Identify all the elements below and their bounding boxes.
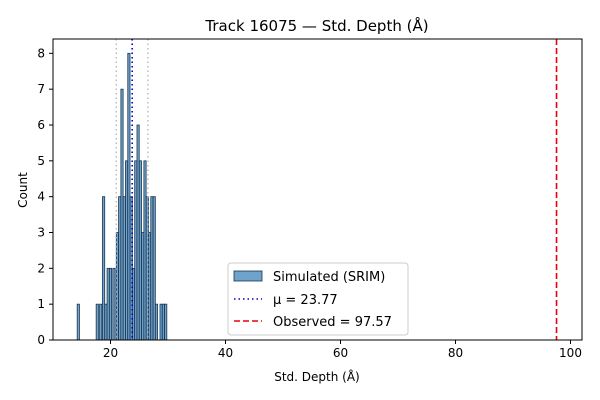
y-tick-label: 2 <box>37 261 45 275</box>
histogram-bar <box>112 267 116 341</box>
plot-area <box>76 39 558 341</box>
y-tick-label: 3 <box>37 226 45 240</box>
legend: Simulated (SRIM) μ = 23.77 Observed = 97… <box>227 262 409 336</box>
x-tick-label: 60 <box>333 346 348 360</box>
histogram-bar <box>164 303 168 341</box>
y-tick-label: 1 <box>37 297 45 311</box>
histogram-bar <box>154 303 159 341</box>
y-tick-label: 0 <box>37 333 45 347</box>
legend-label-mean: μ = 23.77 <box>273 293 338 308</box>
histogram-bar <box>76 303 80 341</box>
legend-label-simulated: Simulated (SRIM) <box>273 270 385 285</box>
legend-swatch-simulated <box>233 270 263 282</box>
x-tick-label: 20 <box>103 346 118 360</box>
x-axis-ticks: 20 40 60 80 100 <box>103 340 582 360</box>
y-tick-label: 8 <box>37 46 45 60</box>
plot-frame <box>52 38 583 341</box>
x-tick-label: 100 <box>559 346 582 360</box>
histogram-bar <box>99 303 103 341</box>
y-tick-label: 4 <box>37 190 45 204</box>
y-tick-label: 6 <box>37 118 45 132</box>
y-tick-label: 7 <box>37 82 45 96</box>
x-tick-label: 80 <box>448 346 463 360</box>
histogram-bar <box>108 267 113 341</box>
legend-label-observed: Observed = 97.57 <box>273 315 392 330</box>
chart-title: Track 16075 — Std. Depth (Å) <box>204 16 428 35</box>
y-axis-ticks: 0 1 2 3 4 5 6 7 8 <box>37 46 53 347</box>
legend-box <box>227 262 409 336</box>
y-tick-label: 5 <box>37 154 45 168</box>
y-axis-label: Count <box>16 172 30 208</box>
histogram-bar <box>95 303 99 341</box>
x-axis-label: Std. Depth (Å) <box>274 369 360 384</box>
x-tick-label: 40 <box>218 346 233 360</box>
